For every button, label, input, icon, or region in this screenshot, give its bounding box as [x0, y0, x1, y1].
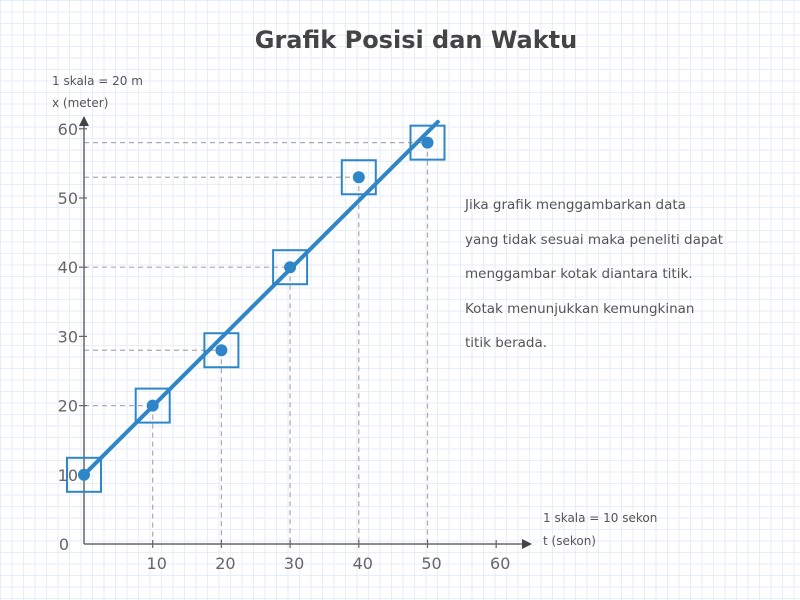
uncertainty-box — [340, 159, 377, 196]
data-point — [284, 261, 297, 274]
x-tick-label: 40 — [353, 554, 373, 573]
uncertainty-box — [203, 332, 240, 369]
y-tick-label: 60 — [58, 120, 78, 139]
uncertainty-box — [272, 249, 309, 286]
data-point — [78, 468, 90, 481]
uncertainty-box — [134, 387, 171, 424]
description-line: titik berada. — [465, 335, 548, 351]
y-tick-label: 40 — [58, 258, 78, 277]
uncertainty-box — [409, 124, 446, 161]
y-tick-label: 50 — [58, 189, 78, 208]
x-axis-arrow-icon — [522, 539, 532, 549]
best-fit-line — [82, 119, 440, 477]
description-line: menggambar kotak diantara titik. — [465, 266, 693, 282]
chart-title: Grafik Posisi dan Waktu — [254, 26, 578, 54]
uncertainty-box — [66, 456, 102, 493]
origin-label: 0 — [59, 535, 69, 554]
description-text: Jika grafik menggambarkan data yang tida… — [465, 188, 795, 361]
data-point — [421, 136, 434, 149]
y-axis-arrow-icon — [79, 116, 89, 126]
x-tick-label: 50 — [421, 554, 441, 573]
x-tick-label: 20 — [215, 554, 235, 573]
description-line: Kotak menunjukkan kemungkinan — [465, 300, 695, 317]
x-scale-note: 1 skala = 10 sekon — [543, 511, 658, 525]
x-tick-label: 60 — [490, 554, 510, 573]
data-point — [215, 344, 228, 357]
y-tick-label: 20 — [58, 397, 78, 416]
x-tick-label: 30 — [284, 554, 304, 573]
y-scale-note: 1 skala = 20 m — [52, 74, 143, 88]
x-axis-label: t (sekon) — [543, 534, 596, 548]
description-line: yang tidak sesuai maka peneliti dapat — [465, 231, 724, 248]
data-point — [352, 171, 365, 184]
x-tick-label: 10 — [147, 554, 167, 573]
y-axis-label: x (meter) — [52, 96, 109, 110]
description-line: Jika grafik menggambarkan data — [465, 197, 686, 213]
data-point — [146, 399, 159, 412]
y-tick-label: 30 — [58, 327, 78, 346]
